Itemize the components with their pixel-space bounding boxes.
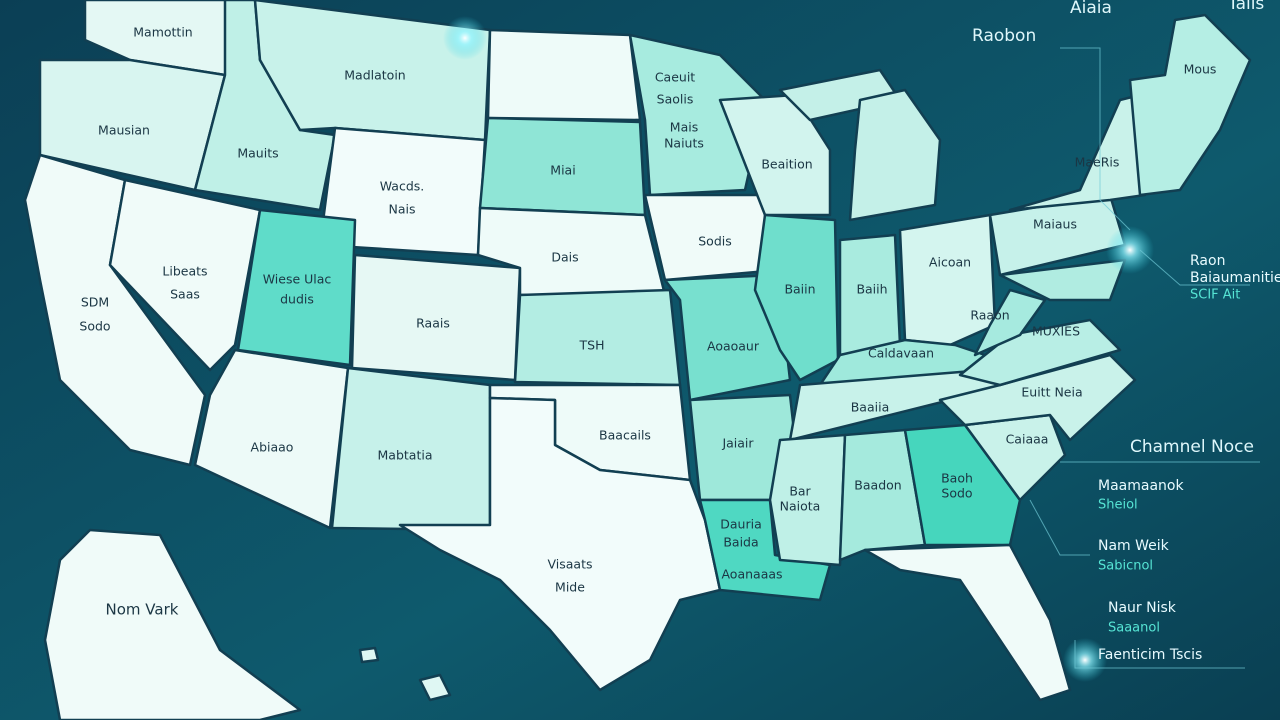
leader-line	[1029, 499, 1090, 556]
glows	[443, 16, 1154, 682]
state	[838, 428, 927, 562]
legend-title: Chamnel Noce	[1130, 437, 1254, 457]
state-label: Dauria	[720, 517, 761, 532]
state-label: Baadon	[854, 478, 901, 493]
state-label: Jaiair	[721, 436, 754, 451]
state-label: Caiaaa	[1006, 432, 1049, 447]
state	[848, 88, 942, 222]
state	[863, 543, 1072, 702]
state-label: Baaiia	[851, 400, 890, 415]
legend-value: Saaanol	[1108, 621, 1160, 636]
state	[398, 396, 722, 692]
state-label: SDM	[81, 295, 109, 310]
state	[998, 258, 1127, 302]
state-label: Mamottin	[133, 25, 192, 40]
state	[193, 348, 350, 530]
island	[358, 646, 380, 664]
state-label: Baida	[723, 535, 758, 550]
header-subtitle: Raobon	[972, 26, 1036, 46]
callout-line: Baiaumanitie	[1190, 270, 1280, 286]
state-label: Sodo	[79, 319, 110, 334]
callout: Raon Baiaumanitie SCIF Ait	[1190, 253, 1280, 303]
state-label: Dais	[551, 250, 578, 265]
state-label: Caldavaan	[868, 346, 934, 361]
leader-line	[1139, 249, 1250, 286]
state-label: Wacds.	[380, 179, 425, 194]
state-label: Caeuit	[655, 70, 695, 85]
glow	[443, 16, 487, 60]
state	[973, 288, 1047, 357]
state-label: Beaition	[761, 157, 812, 172]
state-label: MUXIES	[1032, 324, 1080, 339]
state	[486, 28, 642, 122]
state-label: Saolis	[657, 92, 694, 107]
legend-name: Naur Nisk	[1108, 600, 1177, 616]
state-label: Saas	[170, 287, 200, 302]
glow	[1063, 638, 1107, 682]
state-label: Nom Vark	[106, 601, 179, 619]
state	[898, 213, 997, 347]
state	[753, 213, 840, 382]
leader-lines	[1029, 47, 1260, 669]
states	[23, 0, 1252, 720]
state	[1128, 13, 1252, 197]
state-label: Madlatoin	[344, 68, 405, 83]
island	[418, 673, 452, 702]
state-label: Abiaao	[251, 440, 294, 455]
state	[768, 433, 847, 567]
leader-line	[1060, 47, 1131, 231]
glow	[1106, 226, 1154, 274]
legend: Chamnel Noce Maamaanok Sheiol Nam Weik S…	[1098, 437, 1254, 663]
callout-title: Raon	[1190, 253, 1225, 269]
state-labels: Mamottin Madlatoin Mausian Mauits Wacds.…	[79, 25, 1119, 619]
state-label: Raais	[416, 316, 450, 331]
state	[718, 93, 832, 217]
state-label: Nais	[389, 202, 416, 217]
state	[236, 208, 357, 367]
state-label: Mabtatia	[378, 448, 433, 463]
state-label: Aoanaaas	[721, 567, 782, 582]
state-label: Aoaoaur	[707, 339, 760, 354]
state-label: Raaon	[970, 308, 1009, 323]
header-corner: Taiis	[1227, 0, 1264, 14]
state	[903, 423, 1022, 547]
state-label: Baoh	[941, 471, 973, 486]
state	[43, 528, 302, 720]
state-label: Naiota	[780, 499, 821, 514]
state-label: Sodo	[941, 486, 972, 501]
callout-line: SCIF Ait	[1190, 288, 1240, 303]
state-label: Mais	[670, 120, 698, 135]
state-label: dudis	[280, 292, 314, 307]
state-label: Mausian	[98, 123, 150, 138]
legend-footer: Faenticim Tscis	[1098, 647, 1202, 663]
state-label: Visaats	[548, 557, 593, 572]
state-label: Aicoan	[929, 255, 971, 270]
legend-name: Nam Weik	[1098, 538, 1170, 554]
state-label: Baiin	[784, 282, 815, 297]
state-label: Mide	[555, 580, 585, 595]
state-label: Wiese Ulac	[263, 272, 332, 287]
state-label: Maiaus	[1033, 217, 1077, 232]
region-label: Mous	[1184, 62, 1217, 77]
header-title: Aiaia	[1070, 0, 1112, 18]
state-label: Sodis	[698, 234, 732, 249]
leader-line	[1074, 640, 1245, 669]
state	[628, 33, 767, 197]
state-label: Mauits	[237, 146, 278, 161]
state-label: Naiuts	[664, 136, 704, 151]
header: Aiaia Taiis Raobon Mous	[972, 0, 1264, 77]
legend-value: Sabicnol	[1098, 559, 1153, 574]
state-label: Baacails	[599, 428, 651, 443]
state	[108, 178, 262, 372]
state-label: Libeats	[162, 264, 207, 279]
state-label: Euitt Neia	[1021, 385, 1082, 400]
state-label: TSH	[579, 338, 605, 353]
state-label: Baiih	[856, 282, 887, 297]
state-label: MaeRis	[1075, 155, 1120, 170]
state-label: Bar	[789, 484, 811, 499]
legend-value: Sheiol	[1098, 498, 1138, 513]
state-label: Miai	[550, 163, 575, 178]
legend-name: Maamaanok	[1098, 478, 1184, 494]
